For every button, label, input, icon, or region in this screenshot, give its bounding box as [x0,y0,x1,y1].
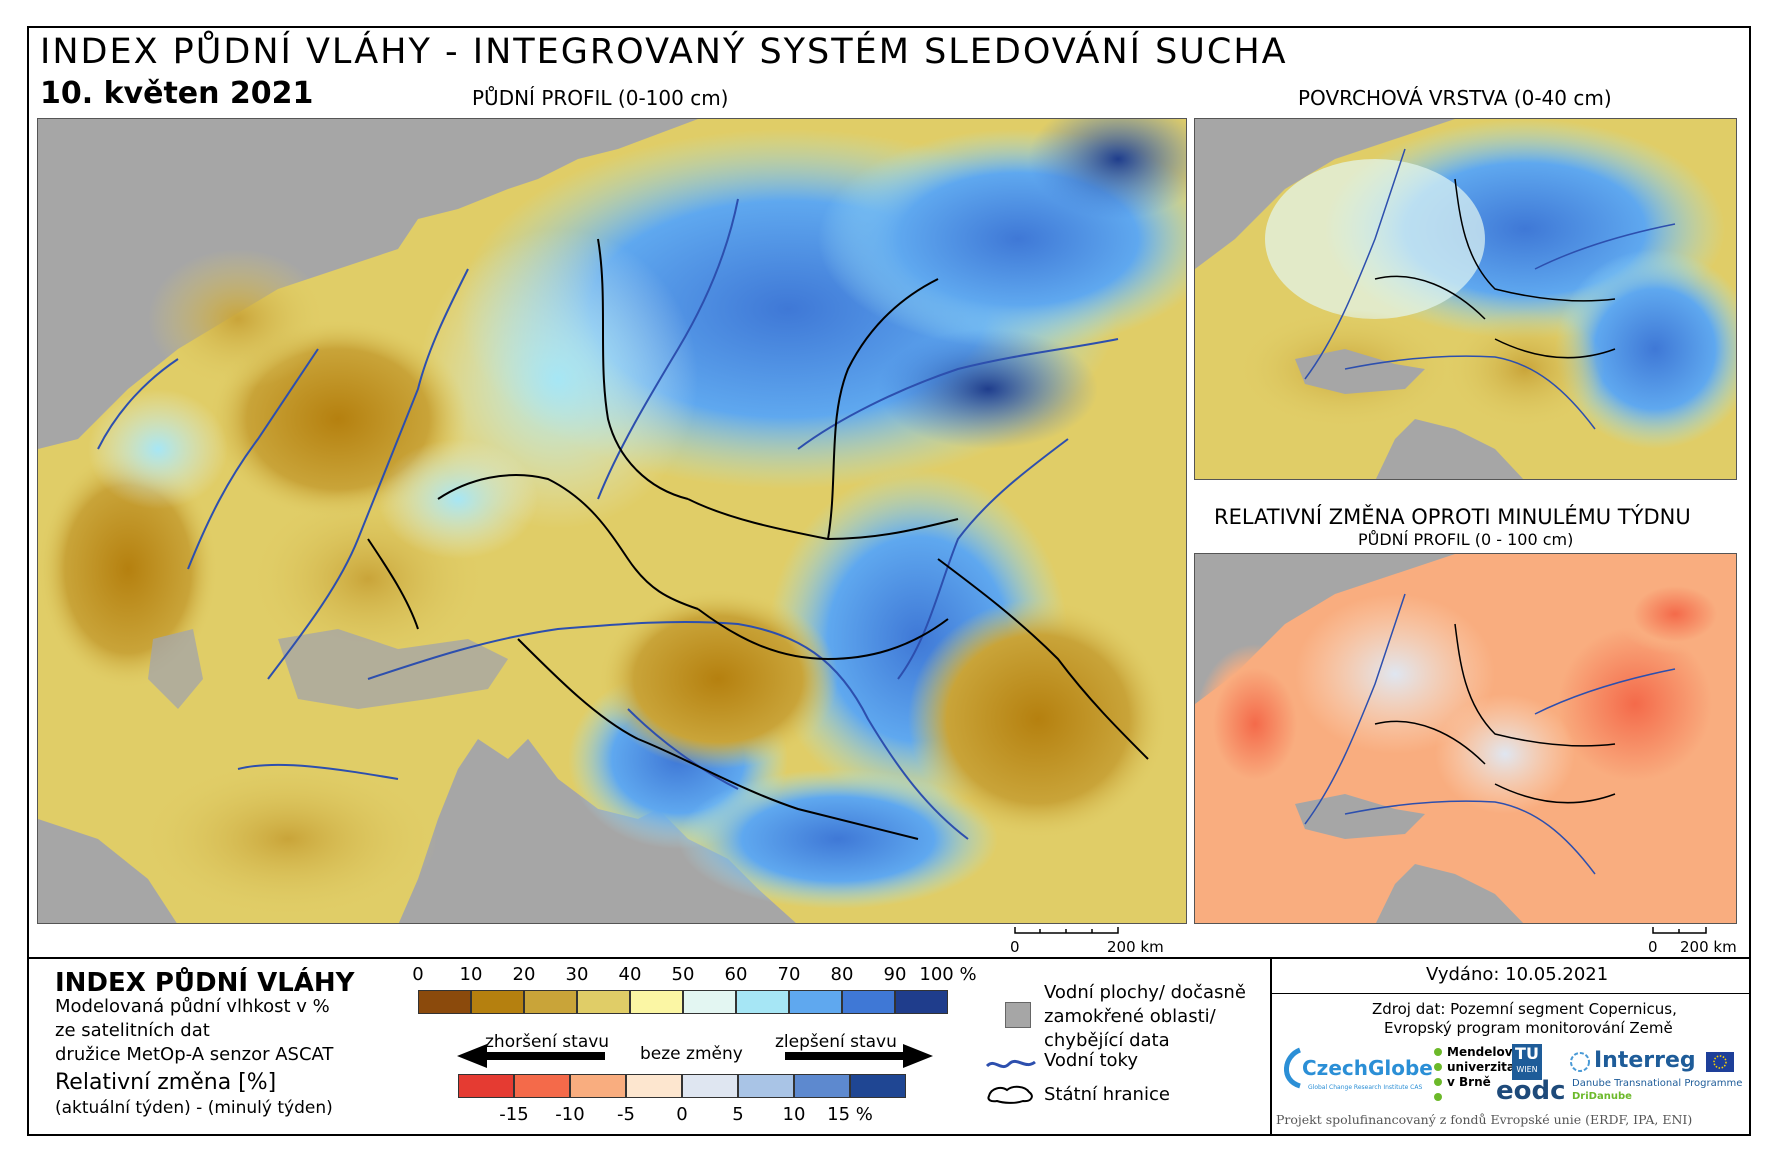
change-colorbar-swatch [850,1074,906,1098]
change-colorbar-tick-label: -5 [617,1104,635,1125]
index-colorbar [418,990,948,1014]
change-colorbar-tick-label: -15 [499,1104,529,1125]
main-scale-end: 200 km [1107,938,1164,956]
mendel-dots-icon [1434,1048,1442,1101]
interreg-logo: Interreg Danube Transnational Programme … [1568,1048,1742,1106]
index-colorbar-swatch [630,990,683,1014]
legend-desc-3: družice MetOp-A senzor ASCAT [55,1044,334,1065]
index-colorbar-tick-label: 30 [565,964,589,985]
page-title: INDEX PŮDNÍ VLÁHY - INTEGROVANÝ SYSTÉM S… [40,32,1288,72]
change-colorbar-tick-label: 0 [676,1104,688,1125]
index-colorbar-swatch [842,990,895,1014]
mendel-university-logo: Mendelova univerzita v Brně [1432,1045,1521,1105]
legend-desc-2: ze satelitních dat [55,1020,210,1041]
czechglobe-text: CzechGlobe [1302,1056,1433,1080]
change-colorbar-swatch [626,1074,682,1098]
tu-text: TU [1515,1044,1539,1063]
mendel-line-1: Mendelova [1447,1045,1521,1059]
water-label-2: zamokřené oblasti/ [1044,1006,1216,1027]
change-colorbar-swatch [794,1074,850,1098]
change-colorbar [458,1074,906,1098]
index-colorbar-tick-label: 80 [830,964,854,985]
change-map-label: RELATIVNÍ ZMĚNA OPROTI MINULÉMU TÝDNU [1214,505,1691,529]
interreg-sub-2: DriDanube [1572,1091,1632,1102]
river-symbol [985,1054,1037,1074]
change-colorbar-tick-label: 5 [732,1104,744,1125]
main-scale-zero: 0 [1010,938,1020,956]
mendel-line-3: v Brně [1447,1075,1491,1089]
figure-frame [27,26,1751,1136]
main-map-label: PŮDNÍ PROFIL (0-100 cm) [472,86,729,110]
legend-divider [27,957,1751,959]
small-scale-bar [1652,924,1708,938]
interreg-swirl-icon [1570,1052,1590,1072]
source-line-2: Evropský program monitorování Země [1384,1019,1673,1037]
index-colorbar-tick-label: 10 [459,964,483,985]
main-scale-bar [1014,924,1120,938]
change-colorbar-swatch [682,1074,738,1098]
surface-layer-map [1194,118,1737,480]
index-colorbar-tick-label: 90 [883,964,907,985]
index-colorbar-tick-label: 20 [512,964,536,985]
index-colorbar-swatch [895,990,948,1014]
index-colorbar-swatch [418,990,471,1014]
change-colorbar-tick-label: 15 % [827,1104,873,1125]
small-scale-zero: 0 [1648,938,1658,956]
eodc-logo: eodc [1496,1076,1566,1106]
index-colorbar-swatch [789,990,842,1014]
rivers-label: Vodní toky [1044,1050,1138,1071]
water-label-3: chybějící data [1044,1030,1170,1051]
issued-divider [1272,993,1751,994]
change-colorbar-swatch [570,1074,626,1098]
source-line-1: Zdroj dat: Pozemní segment Copernicus, [1372,1000,1677,1018]
czechglobe-subtext: Global Change Research Institute CAS [1308,1084,1423,1091]
czechglobe-arc-icon [1284,1047,1302,1089]
info-divider [1270,957,1272,1136]
index-colorbar-tick-label: 70 [777,964,801,985]
tu-wien-logo: TU WIEN [1512,1044,1542,1080]
index-colorbar-tick-label: 0 [412,964,424,985]
border-symbol [985,1082,1037,1106]
index-colorbar-tick-label: 50 [671,964,695,985]
eu-flag-icon [1706,1052,1734,1072]
change-map-sublabel: PŮDNÍ PROFIL (0 - 100 cm) [1358,530,1574,549]
index-colorbar-tick-label: 60 [724,964,748,985]
relative-change-map [1194,553,1737,924]
change-direction-arrows [455,1040,935,1070]
index-colorbar-tick-label: 100 % [919,964,977,985]
index-colorbar-swatch [736,990,789,1014]
change-colorbar-swatch [738,1074,794,1098]
surface-map-label: POVRCHOVÁ VRSTVA (0-40 cm) [1298,86,1612,110]
index-colorbar-swatch [683,990,736,1014]
mendel-line-2: univerzita [1447,1060,1516,1074]
index-colorbar-swatch [524,990,577,1014]
nochange-label: beze změny [640,1044,743,1064]
date-label: 10. květen 2021 [40,76,314,111]
missing-data-swatch [1005,1002,1031,1028]
index-colorbar-tick-label: 40 [618,964,642,985]
change-legend-desc: (aktuální týden) - (minulý týden) [55,1098,333,1118]
main-soil-moisture-map [37,118,1187,924]
change-colorbar-ticks: -15 -10 -5 0 5 10 15 % [458,1104,906,1126]
legend-desc-1: Modelovaná půdní vlhkost v % [55,996,330,1017]
better-label: zlepšení stavu [775,1032,897,1052]
index-colorbar-swatch [577,990,630,1014]
index-colorbar-swatch [471,990,524,1014]
small-scale-end: 200 km [1680,938,1737,956]
change-legend-title: Relativní změna [%] [55,1070,277,1095]
borders-label: Státní hranice [1044,1084,1170,1105]
change-colorbar-tick-label: 10 [782,1104,806,1125]
funding-footer: Projekt spolufinancovaný z fondů Evropsk… [1276,1112,1693,1127]
change-colorbar-tick-label: -10 [555,1104,585,1125]
water-label-1: Vodní plochy/ dočasně [1044,982,1246,1003]
index-colorbar-ticks: 0 10 20 30 40 50 60 70 80 90 100 % [412,964,976,986]
tu-subtext: WIEN [1516,1065,1538,1074]
worse-label: zhoršení stavu [485,1032,610,1052]
interreg-text: Interreg [1594,1048,1696,1073]
change-colorbar-swatch [514,1074,570,1098]
issued-date: Vydáno: 10.05.2021 [1426,964,1609,985]
legend-title: INDEX PŮDNÍ VLÁHY [55,968,355,998]
change-colorbar-swatch [458,1074,514,1098]
interreg-sub-1: Danube Transnational Programme [1572,1078,1743,1089]
